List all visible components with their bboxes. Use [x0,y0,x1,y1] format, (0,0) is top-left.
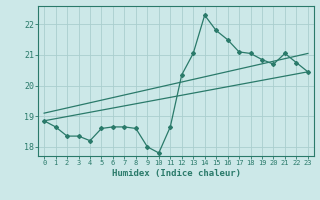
X-axis label: Humidex (Indice chaleur): Humidex (Indice chaleur) [111,169,241,178]
